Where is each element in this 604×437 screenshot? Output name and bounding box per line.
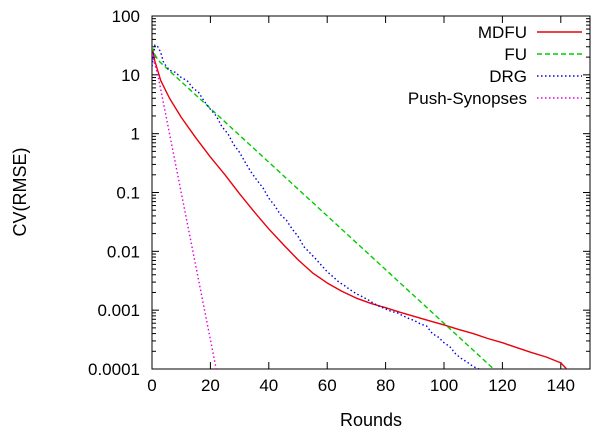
legend: MDFU FU DRG Push-Synopses xyxy=(408,23,582,108)
y-tick-label: 0.0001 xyxy=(88,360,140,379)
series-line-mdfu xyxy=(152,46,568,369)
x-tick-label: 80 xyxy=(376,376,395,395)
x-tick-label: 40 xyxy=(259,376,278,395)
y-tick-label: 0.001 xyxy=(97,301,140,320)
axis-ticks xyxy=(151,15,590,370)
series-line-drg xyxy=(152,44,480,369)
y-tick-label: 100 xyxy=(112,7,140,26)
legend-label: FU xyxy=(504,45,527,64)
x-tick-label: 140 xyxy=(547,376,575,395)
series-layer xyxy=(152,44,568,369)
series-line-push-synopses xyxy=(152,54,217,369)
legend-label: MDFU xyxy=(478,23,527,42)
y-axis-title: CV(RMSE) xyxy=(10,148,30,237)
x-axis-title: Rounds xyxy=(340,410,402,430)
legend-label: DRG xyxy=(489,67,527,86)
y-tick-label: 0.01 xyxy=(107,242,140,261)
y-tick-label: 1 xyxy=(131,125,140,144)
x-tick-label: 60 xyxy=(318,376,337,395)
x-tick-label: 100 xyxy=(430,376,458,395)
x-tick-label: 20 xyxy=(201,376,220,395)
legend-label: Push-Synopses xyxy=(408,89,527,108)
plot-area xyxy=(151,15,591,370)
tick-labels: 0 20 40 60 80 100 120 140 0.0001 0.001 0.01 0.1 1 10 1… xyxy=(88,7,575,395)
x-tick-label: 0 xyxy=(147,376,156,395)
y-tick-label: 10 xyxy=(121,66,140,85)
x-tick-label: 120 xyxy=(488,376,516,395)
series-line-fu xyxy=(152,46,495,369)
y-tick-label: 0.1 xyxy=(116,184,140,203)
